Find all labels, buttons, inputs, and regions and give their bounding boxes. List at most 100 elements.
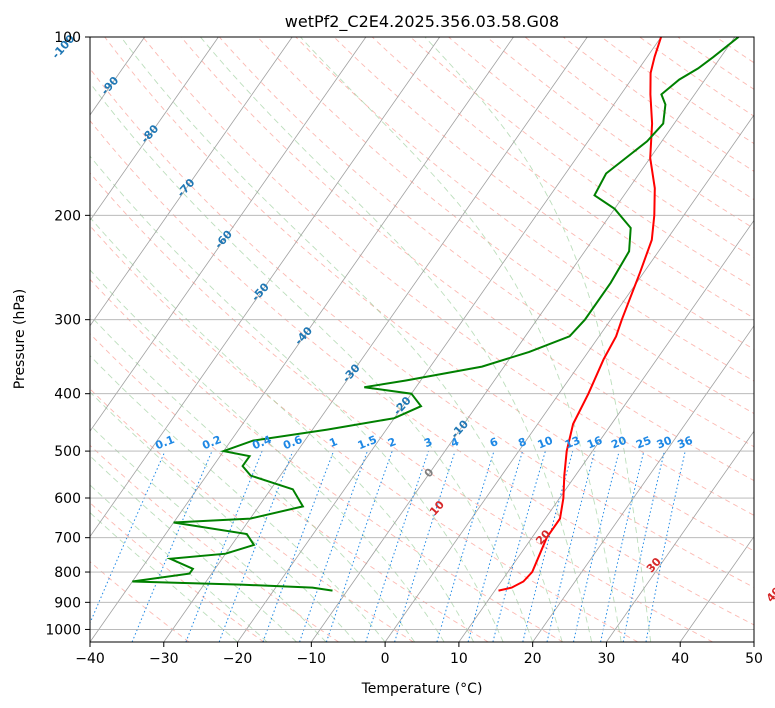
- isotherm-line: [90, 37, 514, 642]
- mixing-ratio-line: [394, 450, 456, 642]
- dry-adiabat-line: [218, 37, 754, 448]
- mixing-ratio-label: 3: [422, 435, 434, 450]
- mixing-ratio-line: [131, 450, 213, 642]
- mixing-ratio-label: 2: [386, 435, 398, 450]
- x-tick-label: 40: [671, 651, 689, 667]
- isotherm-line: [237, 37, 662, 642]
- moist-adiabat-line: [200, 37, 593, 642]
- mixing-ratio-label: 1.5: [356, 433, 379, 452]
- mixing-ratio-line: [573, 450, 620, 642]
- x-tick-label: −40: [75, 651, 105, 667]
- moist-adiabat-line: [90, 512, 238, 642]
- mixing-ratio-line: [492, 450, 546, 642]
- dry-adiabat-line: [90, 278, 564, 642]
- isotherm-label: -70: [174, 176, 197, 200]
- y-tick-label: 900: [54, 595, 81, 611]
- isotherm-line: [90, 37, 441, 538]
- mixing-ratio-line: [325, 450, 393, 642]
- dry-adiabat-line: [448, 37, 754, 259]
- isotherm-line: [0, 37, 71, 642]
- mixing-ratio-label: 0.2: [200, 433, 223, 452]
- moist-adiabat-line: [120, 37, 563, 642]
- mixing-ratio-line: [546, 450, 596, 642]
- dry-adiabat-line: [142, 37, 754, 516]
- dry-adiabat-line: [333, 37, 754, 350]
- dry-adiabat-line: [90, 388, 414, 642]
- isotherm-line: [532, 325, 754, 642]
- moist-adiabat-line: [90, 455, 297, 642]
- y-tick-label: 1000: [45, 622, 81, 638]
- y-tick-label: 500: [54, 444, 81, 460]
- isotherm-label: -90: [98, 74, 121, 98]
- dry-adiabat-label: 20: [533, 527, 553, 547]
- mixing-ratio-label: 30: [655, 434, 674, 452]
- mixing-ratio-label: 25: [634, 434, 653, 452]
- dry-adiabat-line: [90, 561, 190, 642]
- moist-adiabat-line: [90, 355, 386, 642]
- moist-adiabat-line: [90, 484, 268, 642]
- pressure-grid: [90, 37, 754, 630]
- x-tick-label: 0: [381, 651, 390, 667]
- dry-adiabat-line: [601, 37, 754, 145]
- isotherm-label: -60: [212, 228, 235, 252]
- y-tick-label: 600: [54, 491, 81, 507]
- profile-lines: [132, 37, 740, 592]
- dry-adiabat-line: [90, 225, 639, 642]
- dry-adiabat-line: [90, 333, 489, 642]
- background-lines: [0, 37, 775, 642]
- isotherm-line: [90, 37, 219, 222]
- y-tick-label: 700: [54, 531, 81, 547]
- dry-adiabat-line: [371, 37, 754, 319]
- y-tick-label: 300: [54, 313, 81, 329]
- dry-adiabat-line: [677, 37, 754, 90]
- chart-title: wetPf2_C2E4.2025.356.03.58.G08: [285, 12, 559, 32]
- mixing-ratio-label: 20: [609, 434, 628, 452]
- isotherm-line: [606, 430, 754, 642]
- mixing-ratio-label: 0.4: [250, 433, 273, 452]
- x-tick-label: 50: [745, 651, 763, 667]
- x-axis-label: Temperature (°C): [361, 681, 483, 697]
- dry-adiabat-line: [257, 37, 754, 415]
- y-ticks: 100 200 300 400 500 600 700 800 900 1000: [45, 30, 90, 638]
- isotherm-label: -30: [340, 361, 363, 385]
- isotherm-line: [384, 114, 754, 642]
- moist-adiabat-line: [90, 269, 445, 642]
- isotherm-line: [458, 219, 754, 642]
- dewpoint-line: [132, 37, 740, 592]
- moist-adiabat-line: [90, 216, 475, 642]
- dry-adiabat-line: [90, 444, 339, 642]
- moist-adiabat-line: [300, 37, 622, 642]
- dry-adiabat-line: [180, 37, 754, 482]
- moist-adiabat-line: [90, 82, 534, 642]
- y-axis-label: Pressure (hPa): [12, 289, 28, 389]
- isotherm-line: [679, 535, 754, 642]
- mixing-ratio-line: [436, 450, 495, 642]
- dry-adiabat-line: [90, 172, 713, 642]
- x-tick-label: −10: [297, 651, 327, 667]
- plot-frame: [89, 36, 755, 643]
- mixing-ratio-label: 0.1: [153, 433, 176, 452]
- y-tick-label: 200: [54, 208, 81, 224]
- mixing-ratio-line: [600, 450, 645, 642]
- moist-adiabat-line: [90, 314, 415, 642]
- mixing-ratio-line: [365, 450, 429, 642]
- mixing-ratio-line: [522, 450, 574, 642]
- x-ticks: −40 −30 −20 −10 0 10 20 30 40 50: [75, 642, 763, 667]
- mixing-ratio-label: 13: [563, 434, 582, 452]
- isotherm-line: [310, 37, 736, 642]
- dry-adiabat-label: 10: [427, 498, 447, 518]
- mixing-ratio-line: [299, 450, 368, 642]
- mixing-ratio-label: 10: [536, 434, 555, 452]
- moist-adiabat-line: [424, 37, 652, 642]
- dry-adiabat-line: [563, 37, 754, 172]
- dry-adiabat-line: [90, 502, 265, 642]
- isotherm-label: -50: [249, 280, 272, 304]
- mixing-ratio-label: 36: [676, 434, 695, 452]
- x-tick-label: −20: [223, 651, 253, 667]
- mixing-ratio-line: [467, 450, 524, 642]
- x-tick-label: −30: [149, 651, 179, 667]
- isotherm-line: [90, 37, 367, 432]
- dry-adiabat-line: [754, 37, 775, 642]
- mixing-ratio-line: [90, 450, 166, 625]
